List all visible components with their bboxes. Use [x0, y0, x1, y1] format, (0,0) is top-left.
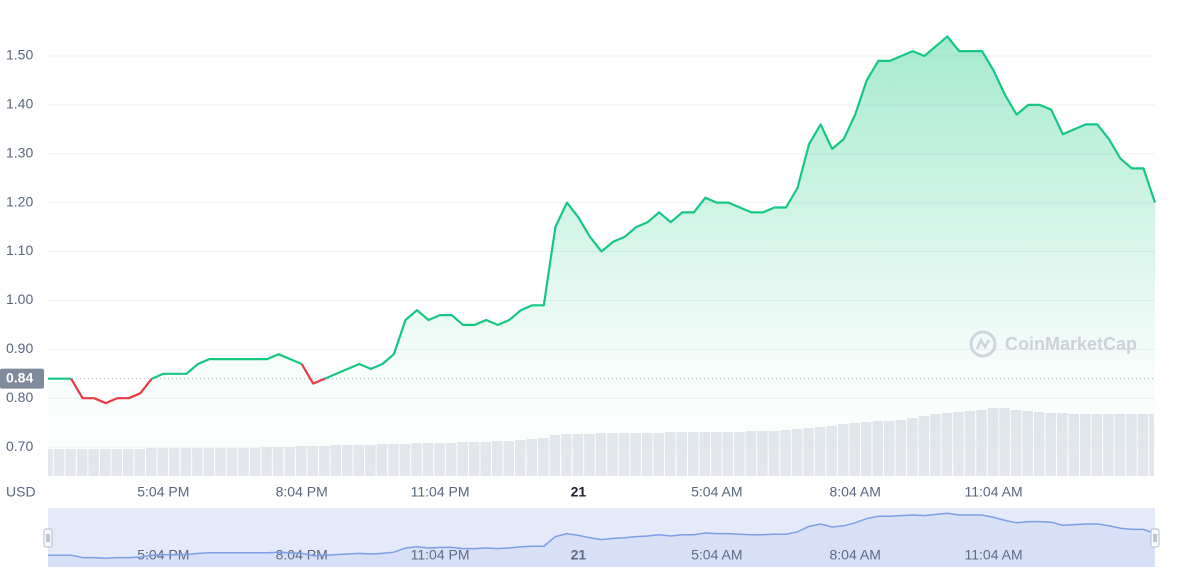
x-tick-label: 5:04 AM — [691, 484, 742, 500]
price-area — [48, 36, 1155, 476]
navigator-handle — [1150, 528, 1160, 548]
price-line — [300, 363, 326, 385]
x-tick-label: 5:04 PM — [137, 484, 189, 500]
y-tick-label: 0.80 — [6, 389, 33, 405]
baseline-label-box — [0, 368, 44, 389]
navigator-x-label: 8:04 PM — [276, 547, 328, 563]
navigator-handle — [43, 528, 53, 548]
price-line — [151, 353, 303, 380]
watermark: CoinMarketCap — [969, 330, 1137, 358]
navigator-x-label: 21 — [571, 547, 587, 563]
x-tick-label: 21 — [571, 484, 587, 500]
x-tick-label: 8:04 AM — [830, 484, 881, 500]
y-tick-label: 1.30 — [6, 144, 33, 160]
y-tick-label: 1.00 — [6, 291, 33, 307]
x-tick-label: 8:04 PM — [276, 484, 328, 500]
baseline-label: 0.84 — [6, 369, 33, 385]
navigator-x-label: 11:04 PM — [411, 547, 470, 563]
navigator-selection — [48, 508, 1155, 567]
navigator-x-label: 11:04 AM — [965, 547, 1023, 563]
price-line — [324, 35, 1157, 380]
x-tick-label: 11:04 AM — [965, 484, 1023, 500]
y-tick-label: 1.40 — [6, 96, 33, 112]
y-tick-label: 1.50 — [6, 47, 33, 63]
navigator-line — [48, 512, 1156, 559]
y-tick-label: 1.10 — [6, 242, 33, 258]
y-tick-label: 0.70 — [6, 438, 33, 454]
y-tick-label: 1.20 — [6, 193, 33, 209]
watermark-text: CoinMarketCap — [1005, 334, 1137, 354]
watermark-logo — [969, 330, 997, 358]
price-line — [70, 378, 153, 405]
navigator-x-label: 8:04 AM — [830, 547, 881, 563]
y-tick-label: 0.90 — [6, 340, 33, 356]
navigator-x-label: 5:04 AM — [691, 547, 742, 563]
y-unit-label: USD — [6, 484, 36, 500]
watermark-logo-mark — [975, 337, 991, 350]
x-tick-label: 11:04 PM — [411, 484, 470, 500]
